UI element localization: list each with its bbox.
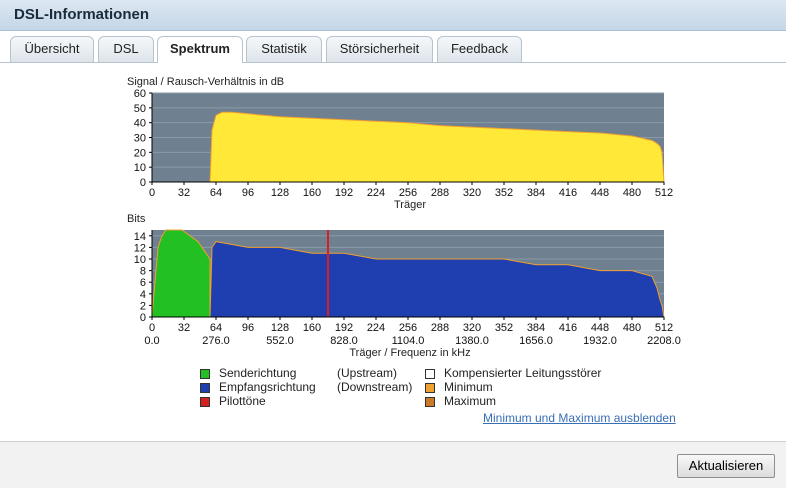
legend-swatch-pilot <box>200 397 210 407</box>
tab-bar: Übersicht DSL Spektrum Statistik Störsic… <box>0 31 786 63</box>
y-tick-label: 60 <box>134 88 146 100</box>
x-tick-label: 416 <box>559 322 577 334</box>
x-tick-label: 384 <box>527 322 545 334</box>
legend-swatch-downstream <box>200 383 210 393</box>
x-tick-label: 480 <box>623 187 641 199</box>
x-tick-label: 64 <box>210 322 222 334</box>
x-tick-label: 0 <box>149 187 155 199</box>
y-tick-label: 50 <box>134 103 146 115</box>
legend-upstream-label: Senderichtung <box>219 366 297 380</box>
tab-feedback[interactable]: Feedback <box>437 36 522 62</box>
y-tick-label: 0 <box>140 177 146 189</box>
legend-pilot-label: Pilottöne <box>219 394 266 408</box>
x-tick-label: 0 <box>149 322 155 334</box>
y-tick-label: 2 <box>140 300 146 312</box>
x-tick-label: 96 <box>242 187 254 199</box>
series-area-0 <box>152 111 665 183</box>
x-tick-label: 320 <box>463 322 481 334</box>
y-tick-label: 8 <box>140 266 146 278</box>
y-tick-label: 14 <box>134 231 146 243</box>
frequency-tick-label: 552.0 <box>266 335 294 347</box>
legend-noise-label: Kompensierter Leitungsstörer <box>444 366 602 380</box>
x-axis-label: Träger <box>394 199 426 211</box>
y-tick-label: 4 <box>140 289 146 301</box>
x-tick-label: 224 <box>367 187 385 199</box>
y-tick-label: 10 <box>134 162 146 174</box>
x-tick-label: 448 <box>591 322 609 334</box>
x-tick-label: 288 <box>431 322 449 334</box>
x-tick-label: 64 <box>210 187 222 199</box>
refresh-button[interactable]: Aktualisieren <box>677 454 775 478</box>
legend-swatch-maximum <box>425 397 435 407</box>
x-tick-label: 160 <box>303 322 321 334</box>
frequency-tick-label: 2208.0 <box>647 335 681 347</box>
window-title: DSL-Informationen <box>14 6 149 23</box>
legend-minimum-label: Minimum <box>444 380 493 394</box>
content-area: Signal / Rausch-Verhältnis in dB 0 10 20 30 4… <box>0 63 786 441</box>
x-tick-label: 512 <box>655 322 673 334</box>
x-tick-label: 352 <box>495 322 513 334</box>
legend-swatch-noise <box>425 369 435 379</box>
toggle-min-max-link[interactable]: Minimum und Maximum ausblenden <box>483 411 676 425</box>
y-tick-label: 0 <box>140 312 146 324</box>
legend-swatch-upstream <box>200 369 210 379</box>
frequency-tick-label: 1104.0 <box>392 335 425 347</box>
x-tick-label: 160 <box>303 187 321 199</box>
x-tick-label: 416 <box>559 187 577 199</box>
x-tick-label: 256 <box>399 187 417 199</box>
legend-upstream-note: (Upstream) <box>337 366 398 380</box>
x-axis-label: Träger / Frequenz in kHz <box>349 347 470 359</box>
y-axis-label: Signal / Rausch-Verhältnis in dB <box>127 76 284 88</box>
x-tick-label: 192 <box>335 187 353 199</box>
x-tick-label: 480 <box>623 322 641 334</box>
y-tick-label: 12 <box>134 242 146 254</box>
x-tick-label: 32 <box>178 322 190 334</box>
legend-swatch-minimum <box>425 383 435 393</box>
x-tick-label: 128 <box>271 187 289 199</box>
frequency-tick-label: 1380.0 <box>455 335 489 347</box>
x-tick-label: 384 <box>527 187 545 199</box>
frequency-tick-label: 1656.0 <box>519 335 553 347</box>
x-tick-label: 256 <box>399 322 417 334</box>
frequency-tick-label: 276.0 <box>202 335 230 347</box>
x-tick-label: 288 <box>431 187 449 199</box>
y-tick-label: 10 <box>134 254 146 266</box>
x-tick-label: 448 <box>591 187 609 199</box>
frequency-tick-label: 1932.0 <box>583 335 617 347</box>
y-axis-label: Bits <box>127 213 146 225</box>
frequency-tick-label: 0.0 <box>144 335 159 347</box>
snr-chart: Signal / Rausch-Verhältnis in dB 0 10 20 30 4… <box>127 76 673 211</box>
x-tick-label: 352 <box>495 187 513 199</box>
y-tick-label: 6 <box>140 277 146 289</box>
x-tick-label: 96 <box>242 322 254 334</box>
x-tick-label: 224 <box>367 322 385 334</box>
tab-statistik[interactable]: Statistik <box>246 36 322 62</box>
tab-stoersicherheit[interactable]: Störsicherheit <box>326 36 433 62</box>
frequency-tick-label: 828.0 <box>330 335 358 347</box>
series-area-0 <box>151 229 211 318</box>
y-tick-label: 30 <box>134 133 146 145</box>
x-tick-label: 320 <box>463 187 481 199</box>
tab-dsl[interactable]: DSL <box>98 36 154 62</box>
tab-uebersicht[interactable]: Übersicht <box>10 36 94 62</box>
x-tick-label: 192 <box>335 322 353 334</box>
legend-downstream-label: Empfangsrichtung <box>219 380 316 394</box>
y-tick-label: 20 <box>134 147 146 159</box>
series-area-1 <box>209 241 665 318</box>
tab-spektrum[interactable]: Spektrum <box>157 36 243 63</box>
x-tick-label: 128 <box>271 322 289 334</box>
legend-maximum-label: Maximum <box>444 394 497 408</box>
footer: Aktualisieren <box>0 441 786 488</box>
title-bar: DSL-Informationen <box>0 0 786 31</box>
legend-downstream-note: (Downstream) <box>337 380 413 394</box>
x-tick-label: 32 <box>178 187 190 199</box>
y-tick-label: 40 <box>134 118 146 130</box>
x-tick-label: 512 <box>655 187 673 199</box>
